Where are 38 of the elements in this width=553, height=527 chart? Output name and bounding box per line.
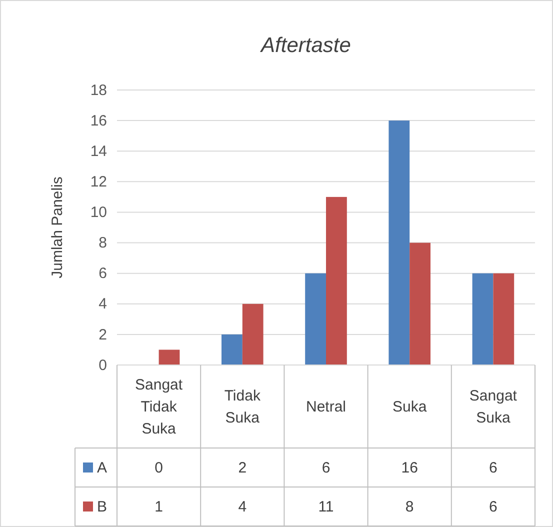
data-label: 16: [401, 460, 418, 476]
chart-title: Aftertaste: [259, 34, 351, 57]
data-label: 6: [489, 460, 498, 476]
y-axis-title: Jumlah Panelis: [49, 176, 66, 278]
y-tick-label: 0: [98, 356, 107, 374]
bar: [305, 273, 326, 365]
data-label: 6: [489, 498, 498, 516]
bar: [326, 196, 347, 365]
x-tick-label: Sangat Suka: [469, 388, 518, 426]
bar: [410, 242, 430, 365]
bar: [493, 273, 514, 365]
bar: [242, 304, 264, 365]
y-tick-label: 12: [90, 173, 107, 190]
data-label: 2: [238, 460, 247, 476]
data-label: 0: [154, 460, 163, 476]
data-label: 11: [318, 498, 334, 516]
legend-label: B: [97, 498, 108, 516]
bar: [388, 120, 410, 365]
y-tick-label: 2: [98, 326, 107, 344]
data-label: 6: [322, 460, 330, 476]
bar: [472, 273, 494, 365]
x-tick-label: Tidak Suka: [224, 388, 261, 426]
x-tick-label: Suka: [392, 398, 428, 416]
y-tick-label: 4: [98, 296, 107, 313]
y-tick-label: 8: [98, 234, 107, 252]
x-tick-label: Sangat Tidak Suka: [135, 376, 184, 438]
bar: [158, 350, 180, 365]
data-label: 8: [405, 498, 414, 516]
y-tick-label: 10: [90, 204, 107, 222]
legend-label: A: [97, 460, 108, 476]
y-tick-label: 6: [98, 265, 107, 282]
y-tick-label: 18: [90, 82, 107, 99]
y-tick-label: 16: [90, 112, 107, 130]
x-tick-label: Netral: [306, 398, 346, 416]
data-label: 4: [238, 498, 247, 516]
data-label: 1: [154, 498, 163, 516]
bar: [222, 334, 242, 365]
y-tick-label: 14: [90, 142, 107, 160]
